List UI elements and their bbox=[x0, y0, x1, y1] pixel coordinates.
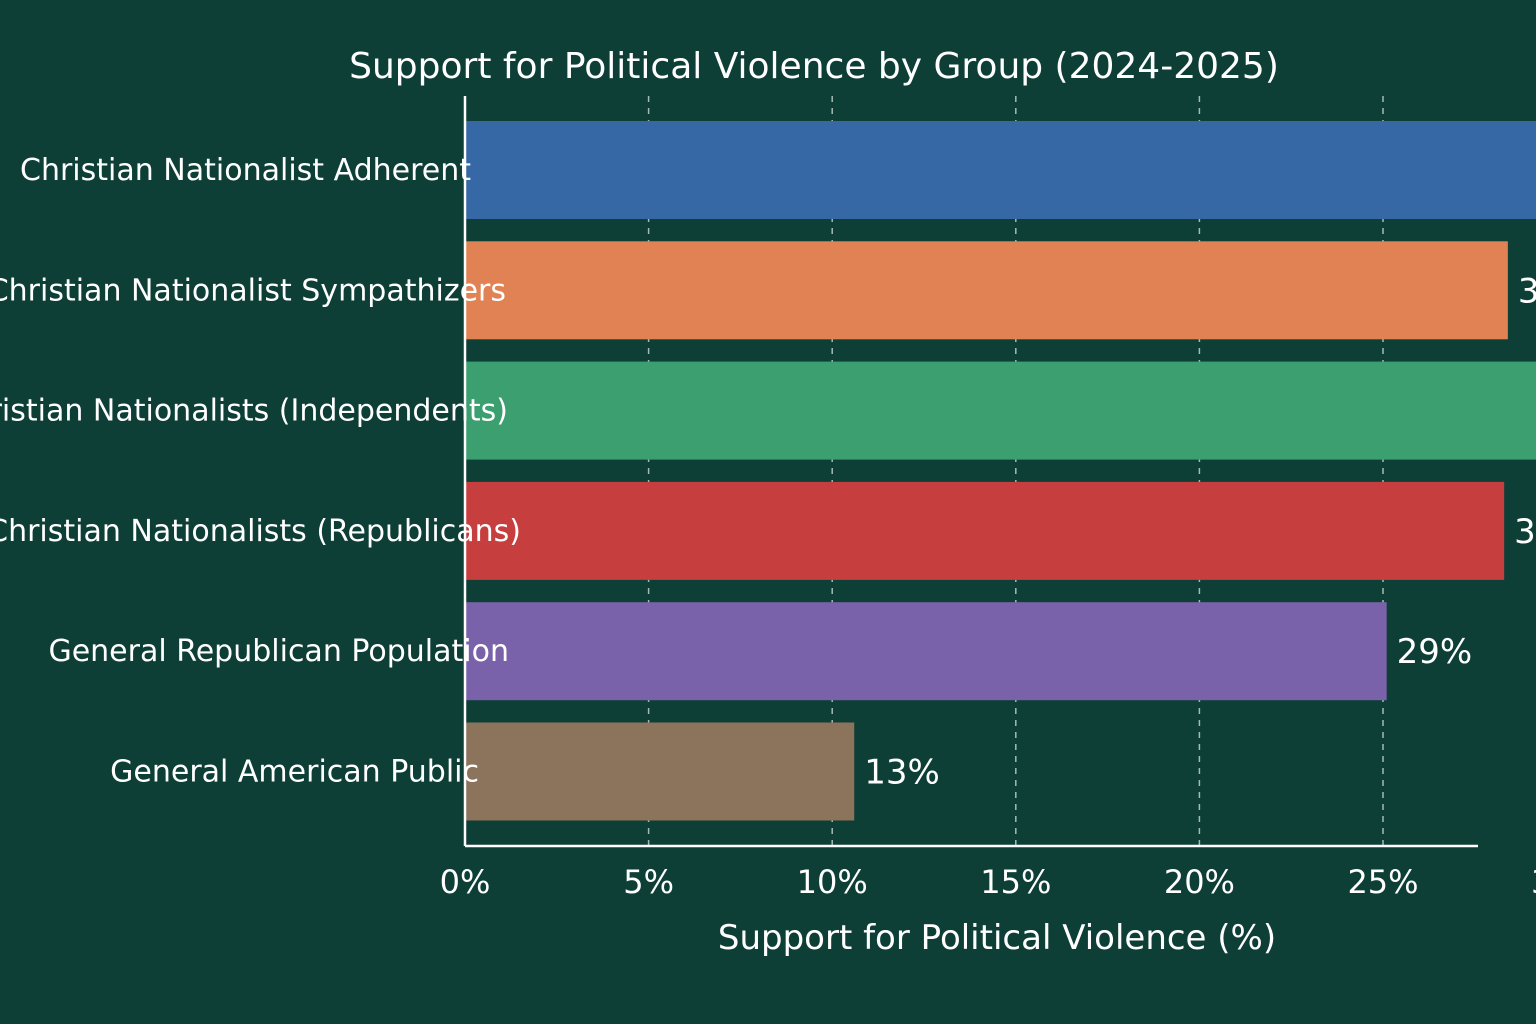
category-label-5: General Republican Population bbox=[48, 634, 509, 669]
x-tick-label-20: 20% bbox=[1164, 863, 1235, 901]
axes bbox=[463, 96, 1478, 848]
value-label-5: 29% bbox=[1397, 632, 1473, 672]
value-label-4: 34% bbox=[1514, 512, 1536, 552]
gridlines bbox=[647, 96, 1384, 846]
bar-5 bbox=[465, 602, 1387, 701]
x-tick-label-10: 10% bbox=[797, 863, 868, 901]
x-tick-label-30: 30% bbox=[1531, 863, 1536, 901]
category-label-4: Christian Nationalists (Republicans) bbox=[0, 514, 521, 549]
bar-1 bbox=[465, 121, 1536, 219]
value-label-6: 13% bbox=[864, 753, 940, 793]
x-tick-label-5: 5% bbox=[623, 863, 674, 901]
category-label-6: General American Public bbox=[110, 755, 479, 790]
bar-2 bbox=[465, 241, 1508, 340]
bars bbox=[465, 121, 1536, 821]
bar-4 bbox=[465, 481, 1505, 580]
x-tick-label-15: 15% bbox=[980, 863, 1051, 901]
x-tick-label-25: 25% bbox=[1347, 863, 1418, 901]
x-tick-label-0: 0% bbox=[440, 863, 491, 901]
chart-title: Support for Political Violence by Group … bbox=[349, 46, 1279, 87]
labels: 38%Christian Nationalist Adherent33%Chri… bbox=[0, 153, 1536, 901]
category-label-2: Christian Nationalist Sympathizers bbox=[0, 273, 506, 308]
category-label-1: Christian Nationalist Adherent bbox=[20, 153, 471, 188]
value-label-2: 33% bbox=[1518, 271, 1536, 311]
category-label-3: Christian Nationalists (Independents) bbox=[0, 394, 508, 429]
x-axis-title: Support for Political Violence (%) bbox=[718, 918, 1276, 958]
bar-3 bbox=[465, 361, 1536, 460]
bar-6 bbox=[465, 722, 855, 821]
